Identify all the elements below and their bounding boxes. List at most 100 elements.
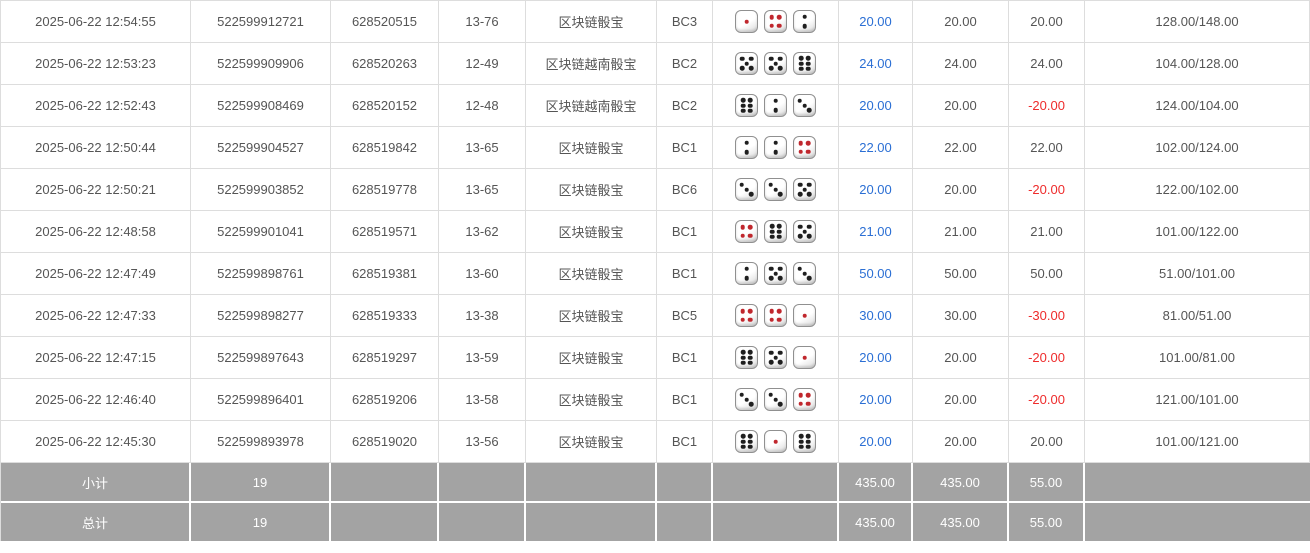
table-code-cell: BC1 <box>657 337 713 378</box>
round-number-cell: 13-65 <box>439 127 526 168</box>
dice-result-cell <box>713 295 839 336</box>
bet-record-row: 2025-06-22 12:54:55 522599912721 6285205… <box>1 1 1310 43</box>
bet-amount-link[interactable]: 20.00 <box>839 85 913 126</box>
game-name-cell: 区块链骰宝 <box>526 169 657 210</box>
summary-valid-total: 435.00 <box>913 503 1009 541</box>
table-code-cell: BC6 <box>657 169 713 210</box>
bet-time-cell: 2025-06-22 12:52:43 <box>1 85 191 126</box>
die-face-6-icon <box>735 346 758 369</box>
bet-amount-link[interactable]: 20.00 <box>839 1 913 42</box>
bet-record-row: 2025-06-22 12:47:49 522599898761 6285193… <box>1 253 1310 295</box>
bet-record-row: 2025-06-22 12:47:33 522599898277 6285193… <box>1 295 1310 337</box>
bet-id-cell: 628519778 <box>331 169 439 210</box>
bet-record-row: 2025-06-22 12:47:15 522599897643 6285192… <box>1 337 1310 379</box>
bet-id-cell: 628519020 <box>331 421 439 462</box>
die-face-3-icon <box>735 178 758 201</box>
win-loss-cell: 21.00 <box>1009 211 1085 252</box>
table-code-cell: BC5 <box>657 295 713 336</box>
bet-amount-link[interactable]: 24.00 <box>839 43 913 84</box>
die-face-2-icon <box>735 262 758 285</box>
die-face-5-icon <box>764 346 787 369</box>
table-code-cell: BC1 <box>657 127 713 168</box>
dice-result-cell <box>713 253 839 294</box>
bet-amount-link[interactable]: 20.00 <box>839 379 913 420</box>
bet-time-cell: 2025-06-22 12:47:33 <box>1 295 191 336</box>
summary-bet-total: 435.00 <box>839 463 913 501</box>
win-loss-cell: 20.00 <box>1009 1 1085 42</box>
dice-result-cell <box>713 85 839 126</box>
valid-amount-cell: 24.00 <box>913 43 1009 84</box>
summary-empty-cell <box>526 503 657 541</box>
win-loss-cell: -30.00 <box>1009 295 1085 336</box>
summary-empty-cell <box>439 503 526 541</box>
die-face-5-icon <box>735 52 758 75</box>
order-id-cell: 522599908469 <box>191 85 331 126</box>
balance-change-cell: 122.00/102.00 <box>1085 169 1310 210</box>
die-face-4-icon <box>764 304 787 327</box>
bet-time-cell: 2025-06-22 12:48:58 <box>1 211 191 252</box>
bet-amount-link[interactable]: 22.00 <box>839 127 913 168</box>
order-id-cell: 522599904527 <box>191 127 331 168</box>
die-face-6-icon <box>764 220 787 243</box>
bet-record-row: 2025-06-22 12:53:23 522599909906 6285202… <box>1 43 1310 85</box>
table-code-cell: BC1 <box>657 379 713 420</box>
game-name-cell: 区块链骰宝 <box>526 421 657 462</box>
game-name-cell: 区块链越南骰宝 <box>526 43 657 84</box>
win-loss-cell: 20.00 <box>1009 421 1085 462</box>
valid-amount-cell: 21.00 <box>913 211 1009 252</box>
balance-change-cell: 101.00/121.00 <box>1085 421 1310 462</box>
die-face-6-icon <box>793 430 816 453</box>
summary-empty-cell <box>331 463 439 501</box>
round-number-cell: 13-58 <box>439 379 526 420</box>
game-name-cell: 区块链越南骰宝 <box>526 85 657 126</box>
summary-empty-cell <box>713 463 839 501</box>
bet-id-cell: 628519333 <box>331 295 439 336</box>
bet-record-row: 2025-06-22 12:50:21 522599903852 6285197… <box>1 169 1310 211</box>
die-face-2-icon <box>764 136 787 159</box>
balance-change-cell: 104.00/128.00 <box>1085 43 1310 84</box>
valid-amount-cell: 30.00 <box>913 295 1009 336</box>
bet-amount-link[interactable]: 21.00 <box>839 211 913 252</box>
balance-change-cell: 101.00/122.00 <box>1085 211 1310 252</box>
dice-result-cell <box>713 211 839 252</box>
die-face-4-icon <box>764 10 787 33</box>
die-face-3-icon <box>764 178 787 201</box>
die-face-1-icon <box>793 304 816 327</box>
die-face-4-icon <box>735 220 758 243</box>
die-face-5-icon <box>764 262 787 285</box>
game-name-cell: 区块链骰宝 <box>526 127 657 168</box>
bet-time-cell: 2025-06-22 12:45:30 <box>1 421 191 462</box>
game-name-cell: 区块链骰宝 <box>526 295 657 336</box>
balance-change-cell: 121.00/101.00 <box>1085 379 1310 420</box>
bet-amount-link[interactable]: 20.00 <box>839 169 913 210</box>
summary-label: 总计 <box>1 503 191 541</box>
win-loss-cell: -20.00 <box>1009 379 1085 420</box>
bet-id-cell: 628519842 <box>331 127 439 168</box>
bet-amount-link[interactable]: 30.00 <box>839 295 913 336</box>
bet-history-rows: 2025-06-22 12:54:55 522599912721 6285205… <box>1 1 1310 541</box>
die-face-1-icon <box>793 346 816 369</box>
dice-result-cell <box>713 43 839 84</box>
game-name-cell: 区块链骰宝 <box>526 211 657 252</box>
die-face-1-icon <box>735 10 758 33</box>
die-face-3-icon <box>793 94 816 117</box>
order-id-cell: 522599912721 <box>191 1 331 42</box>
valid-amount-cell: 50.00 <box>913 253 1009 294</box>
dice-result-cell <box>713 421 839 462</box>
round-number-cell: 13-56 <box>439 421 526 462</box>
order-id-cell: 522599901041 <box>191 211 331 252</box>
bet-id-cell: 628520152 <box>331 85 439 126</box>
bet-record-row: 2025-06-22 12:46:40 522599896401 6285192… <box>1 379 1310 421</box>
bet-amount-link[interactable]: 50.00 <box>839 253 913 294</box>
game-name-cell: 区块链骰宝 <box>526 1 657 42</box>
die-face-2-icon <box>764 94 787 117</box>
bet-record-row: 2025-06-22 12:45:30 522599893978 6285190… <box>1 421 1310 463</box>
bet-amount-link[interactable]: 20.00 <box>839 421 913 462</box>
bet-history-table: 2025-06-22 12:54:55 522599912721 6285205… <box>0 0 1310 541</box>
die-face-1-icon <box>764 430 787 453</box>
bet-amount-link[interactable]: 20.00 <box>839 337 913 378</box>
bet-id-cell: 628520263 <box>331 43 439 84</box>
table-code-cell: BC3 <box>657 1 713 42</box>
order-id-cell: 522599898277 <box>191 295 331 336</box>
bet-id-cell: 628519297 <box>331 337 439 378</box>
